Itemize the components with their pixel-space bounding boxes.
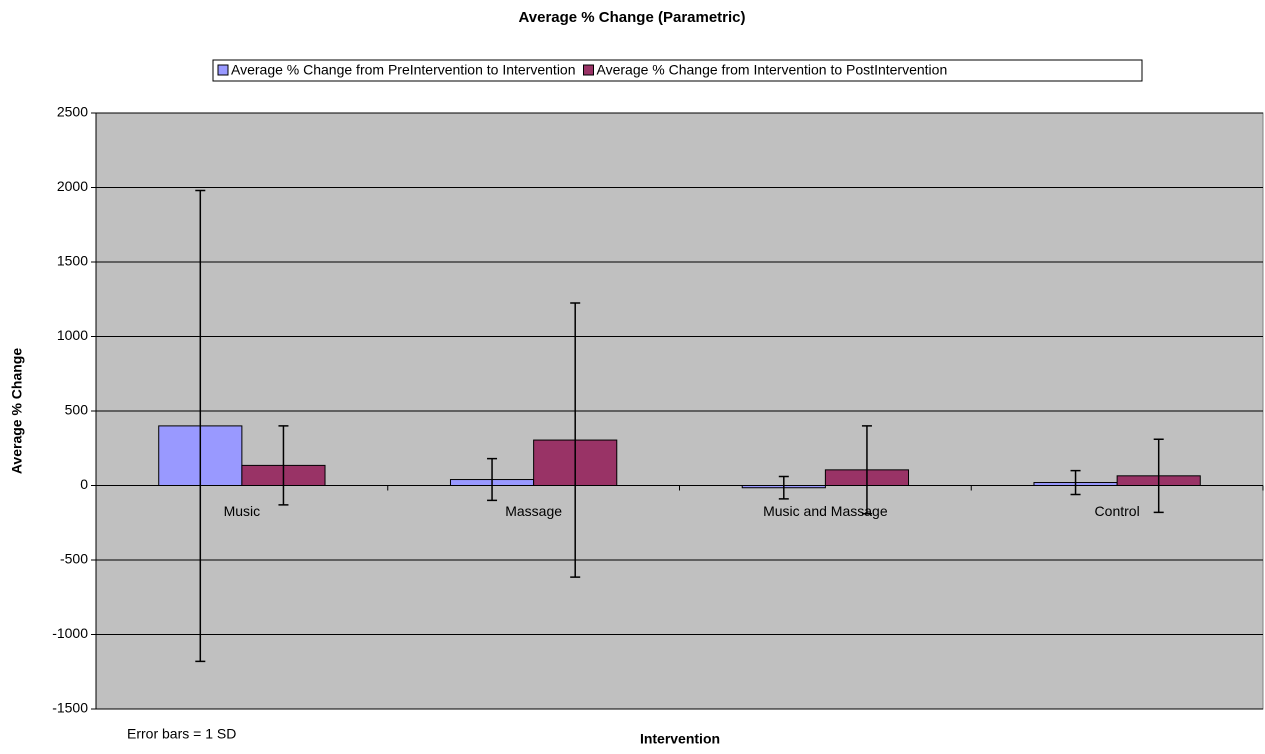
x-tick-label: Control	[1095, 503, 1140, 519]
legend-swatch	[583, 64, 594, 76]
x-tick-label: Music	[224, 503, 261, 519]
y-tick-label: 1500	[57, 253, 88, 269]
error-bar	[570, 302, 581, 578]
x-axis-title: Intervention	[640, 731, 720, 747]
y-axis-title: Average % Change	[9, 348, 25, 475]
error-bar	[778, 475, 789, 500]
error-bar	[278, 425, 289, 506]
y-tick-label: 500	[65, 402, 89, 418]
y-tick-label: -1000	[52, 625, 88, 641]
y-tick-label: -1500	[52, 700, 88, 716]
y-tick-label: 2000	[57, 178, 88, 194]
y-tick-label: 1000	[57, 327, 88, 343]
y-tick-label: 2500	[57, 104, 88, 120]
legend-swatch	[217, 64, 229, 76]
error-bar	[487, 457, 498, 502]
error-bar	[861, 425, 872, 515]
x-tick-label: Massage	[505, 503, 562, 519]
legend-label: Average % Change from Intervention to Po…	[597, 62, 948, 78]
error-bar	[195, 189, 206, 663]
legend	[212, 59, 1143, 82]
error-bar	[1153, 438, 1164, 514]
y-tick-label: 0	[80, 476, 88, 492]
error-bar	[1070, 469, 1081, 496]
chart-title: Average % Change (Parametric)	[518, 9, 745, 26]
annotation: Error bars = 1 SD	[127, 726, 236, 742]
y-tick-label: -500	[60, 551, 88, 567]
x-tick-label: Music and Massage	[763, 503, 888, 519]
legend-label: Average % Change from PreIntervention to…	[231, 62, 576, 78]
